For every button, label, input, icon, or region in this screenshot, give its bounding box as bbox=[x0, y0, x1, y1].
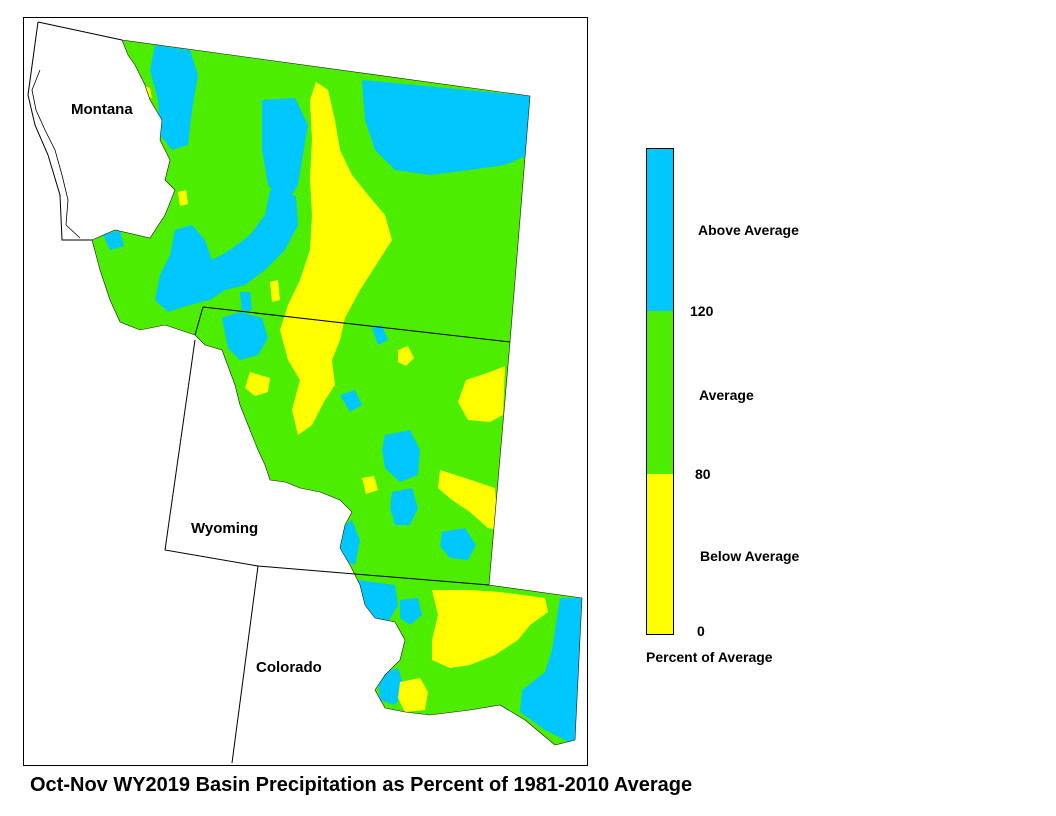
above-average-zone bbox=[440, 528, 476, 560]
legend-title: Percent of Average bbox=[646, 649, 773, 665]
legend-average-label: Average bbox=[699, 387, 754, 403]
below-average-zone bbox=[340, 238, 356, 258]
below-average-zone bbox=[398, 346, 414, 366]
below-average-zone bbox=[270, 280, 280, 302]
above-average-zone bbox=[390, 488, 418, 525]
montana-west-edge bbox=[31, 69, 81, 239]
legend-tick-0: 0 bbox=[697, 623, 705, 639]
above-average-zone bbox=[262, 98, 308, 205]
legend-color-bar bbox=[646, 148, 674, 635]
legend-above-label: Above Average bbox=[698, 222, 799, 238]
above-average-zone bbox=[520, 598, 582, 745]
above-average-zone bbox=[150, 45, 198, 150]
below-average-zone bbox=[458, 366, 505, 422]
above-average-zone bbox=[240, 292, 252, 312]
legend-below-swatch bbox=[647, 474, 673, 634]
montana-border bbox=[27, 21, 123, 241]
legend-average-swatch bbox=[647, 311, 673, 474]
above-average-zone bbox=[362, 80, 530, 175]
map-caption: Oct-Nov WY2019 Basin Precipitation as Pe… bbox=[30, 774, 693, 796]
legend-below-label: Below Average bbox=[700, 548, 800, 564]
state-label-colorado: Colorado bbox=[256, 659, 322, 676]
above-average-zone bbox=[372, 325, 388, 345]
above-average-zone bbox=[155, 190, 298, 312]
above-average-zone bbox=[400, 598, 422, 625]
state-label-wyoming: Wyoming bbox=[191, 520, 259, 537]
below-average-zone bbox=[245, 372, 270, 396]
wyoming-border bbox=[164, 306, 511, 586]
above-average-zone bbox=[222, 312, 268, 360]
below-average-zone bbox=[398, 678, 428, 712]
below-average-zone bbox=[438, 470, 498, 530]
above-average-zone bbox=[103, 230, 124, 250]
colorado-border bbox=[231, 565, 259, 764]
above-average-zone bbox=[378, 668, 405, 705]
below-average-zone bbox=[362, 476, 378, 494]
state-label-montana: Montana bbox=[71, 101, 133, 118]
basin-outline bbox=[91, 39, 583, 746]
legend-tick-120: 120 bbox=[690, 303, 714, 319]
above-average-zone bbox=[382, 430, 420, 482]
basin-average-region bbox=[92, 40, 582, 745]
above-average-zone bbox=[340, 390, 362, 412]
legend-above-swatch bbox=[647, 149, 673, 311]
legend-tick-80: 80 bbox=[695, 466, 711, 482]
below-average-zone bbox=[280, 82, 392, 435]
below-average-zone bbox=[432, 590, 548, 668]
below-average-zone bbox=[178, 190, 188, 206]
